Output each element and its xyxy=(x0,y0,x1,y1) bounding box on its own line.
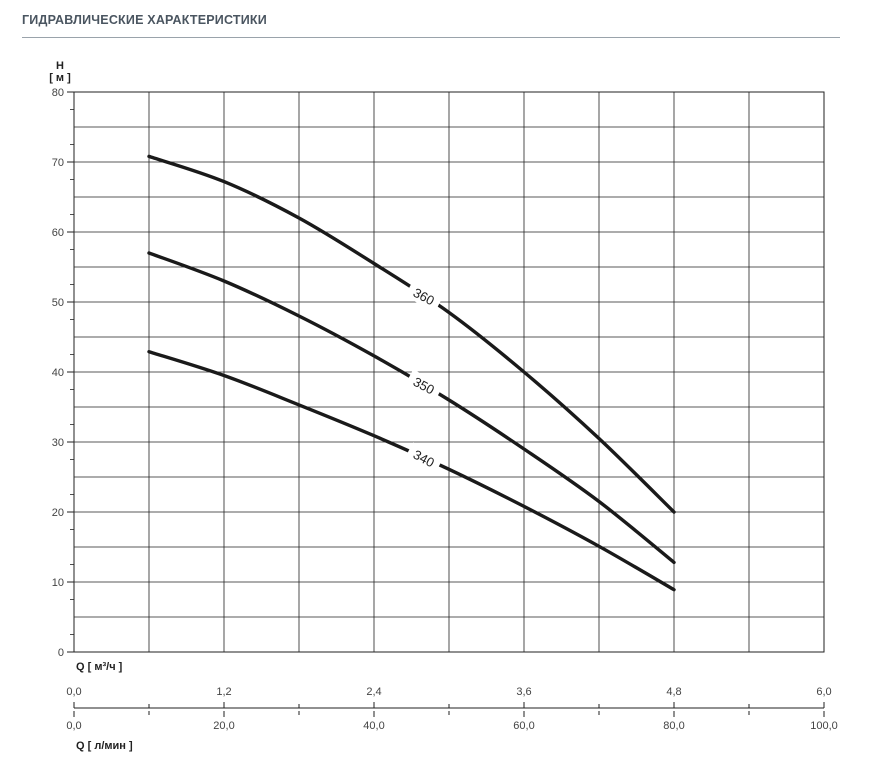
x-secondary-tick-label: 60,0 xyxy=(513,720,534,732)
x-secondary-tick-label: 80,0 xyxy=(663,720,684,732)
x-secondary-tick-label: 0,0 xyxy=(66,720,81,732)
header-divider xyxy=(22,37,840,38)
x-primary-tick-label: 3,6 xyxy=(516,686,531,698)
x-primary-tick-label: 6,0 xyxy=(816,686,831,698)
y-axis-unit: [ м ] xyxy=(49,72,71,84)
y-tick-label: 30 xyxy=(52,437,64,449)
x-primary-tick-label: 0,0 xyxy=(66,686,81,698)
curve-label-mask xyxy=(404,369,444,402)
x-axis-title-primary: Q [ м³/ч ] xyxy=(76,661,123,673)
y-tick-label: 0 xyxy=(58,647,64,659)
curve-label-group: 360 xyxy=(404,280,444,313)
y-tick-label: 40 xyxy=(52,367,64,379)
x-primary-tick-label: 2,4 xyxy=(366,686,381,698)
x-primary-tick-label: 1,2 xyxy=(216,686,231,698)
chart-labels: 0 10 20 30 40 50 60 70 80 0,0 1,2 2,4 3,6 4,8 6,0 0,0 20… xyxy=(52,87,838,732)
x-secondary-tick-label: 100,0 xyxy=(810,720,838,732)
y-tick-label: 60 xyxy=(52,227,64,239)
y-tick-label: 70 xyxy=(52,157,64,169)
curve-label-mask xyxy=(404,442,444,475)
section-title: ГИДРАВЛИЧЕСКИЕ ХАРАКТЕРИСТИКИ xyxy=(22,13,267,27)
curve-label-group: 350 xyxy=(404,369,444,402)
chart-grid xyxy=(67,91,825,717)
x-primary-tick-label: 4,8 xyxy=(666,686,681,698)
y-tick-label: 10 xyxy=(52,577,64,589)
x-axis-title-secondary: Q [ л/мин ] xyxy=(76,740,133,752)
y-tick-label: 50 xyxy=(52,297,64,309)
x-secondary-tick-label: 20,0 xyxy=(213,720,234,732)
y-tick-label: 80 xyxy=(52,87,64,99)
y-axis-title: H xyxy=(56,60,64,72)
x-secondary-tick-label: 40,0 xyxy=(363,720,384,732)
curve-label-group: 340 xyxy=(404,442,444,475)
curve-label-mask xyxy=(404,280,444,313)
y-tick-label: 20 xyxy=(52,507,64,519)
